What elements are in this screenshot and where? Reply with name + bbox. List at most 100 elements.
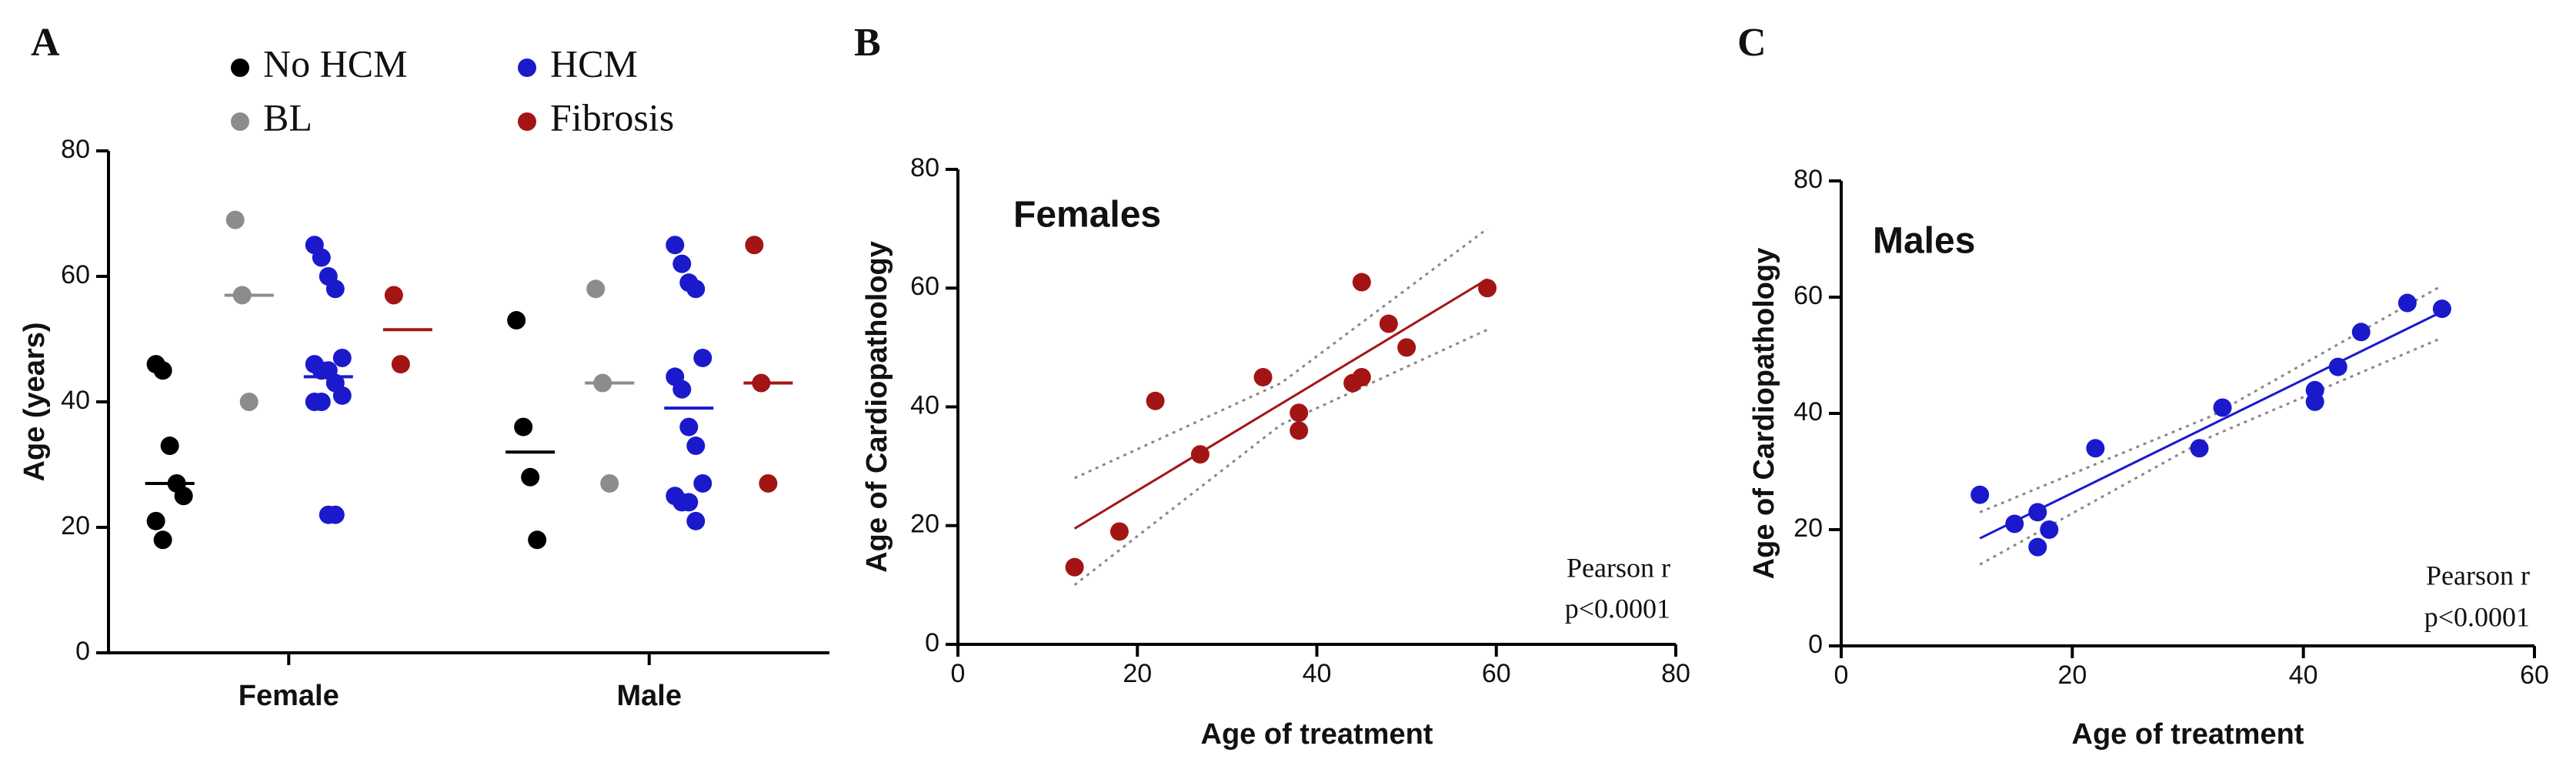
y-axis-label: Age of Cardiopathology <box>861 241 893 573</box>
panel-label: C <box>1737 21 1767 65</box>
annotation: Pearson r <box>2426 560 2530 590</box>
dot <box>2190 439 2209 458</box>
dot <box>153 530 172 550</box>
regression-line <box>1073 278 1488 530</box>
dot <box>528 530 547 550</box>
x-tick-label: 60 <box>1482 659 1511 688</box>
dot <box>1397 338 1416 357</box>
x-tick-label: 80 <box>1661 659 1690 688</box>
x-axis-label: Age of treatment <box>1201 718 1433 751</box>
x-tick-label: 20 <box>1123 659 1152 688</box>
y-axis-label: Age (years) <box>18 323 51 482</box>
legend-marker <box>231 112 249 131</box>
y-tick-label: 80 <box>910 153 939 182</box>
dot <box>600 473 619 493</box>
dot <box>745 236 764 255</box>
dot <box>686 279 706 299</box>
legend-marker <box>231 59 249 77</box>
y-tick-label: 0 <box>75 637 90 666</box>
dot <box>2028 537 2047 557</box>
dot <box>153 361 172 380</box>
dot <box>1478 279 1497 298</box>
y-tick-label: 20 <box>61 511 90 540</box>
dot <box>332 386 352 405</box>
dot <box>1379 314 1398 333</box>
dot <box>1253 367 1273 386</box>
dot <box>1190 445 1210 464</box>
y-tick-label: 0 <box>1808 630 1823 659</box>
dot <box>312 248 331 267</box>
dot <box>693 348 712 367</box>
y-tick-label: 60 <box>1794 281 1823 310</box>
x-tick-label: Female <box>239 680 339 712</box>
dot <box>2028 503 2047 522</box>
dot <box>2351 323 2371 342</box>
dot <box>2328 357 2347 376</box>
annotation: p<0.0001 <box>2424 601 2530 632</box>
dot <box>686 511 706 530</box>
legend-label: BL <box>263 95 312 139</box>
y-tick-label: 80 <box>1794 165 1823 194</box>
dot <box>160 436 179 456</box>
dot <box>2040 520 2059 539</box>
dot <box>759 473 778 493</box>
legend-marker <box>518 59 536 77</box>
regression-line <box>1979 310 2443 540</box>
dot <box>2005 514 2024 534</box>
dot <box>384 286 403 305</box>
dot <box>672 254 692 273</box>
confidence-band-upper <box>1073 227 1488 480</box>
dot <box>1970 485 1990 504</box>
dot <box>1109 522 1129 541</box>
legend-label: Fibrosis <box>550 95 674 139</box>
confidence-band-lower <box>1073 328 1488 587</box>
y-tick-label: 40 <box>910 390 939 420</box>
dot <box>672 380 692 399</box>
dot <box>1065 557 1084 577</box>
y-tick-label: 20 <box>910 510 939 539</box>
y-tick-label: 20 <box>1794 513 1823 543</box>
dot <box>391 355 410 374</box>
dot <box>2086 439 2105 458</box>
dot <box>586 279 606 299</box>
y-tick-label: 0 <box>925 628 939 657</box>
panel-label: B <box>854 21 881 65</box>
x-tick-label: 60 <box>2520 661 2549 690</box>
dot <box>1290 403 1309 423</box>
dot <box>521 467 540 487</box>
panel-label: A <box>31 21 60 65</box>
dot <box>514 417 533 436</box>
legend-marker <box>518 112 536 131</box>
legend-label: HCM <box>550 42 638 85</box>
dot <box>1352 367 1371 386</box>
y-axis-label: Age of Cardiopathology <box>1748 248 1780 580</box>
y-tick-label: 40 <box>61 386 90 415</box>
dot <box>2432 299 2451 319</box>
dot <box>693 473 712 493</box>
dot <box>312 393 331 411</box>
dot <box>686 436 706 456</box>
dot <box>679 493 699 512</box>
dot <box>239 393 259 411</box>
y-tick-label: 40 <box>1794 397 1823 426</box>
confidence-band-upper <box>1979 284 2443 513</box>
dot <box>2213 398 2232 417</box>
dot <box>325 505 345 524</box>
x-tick-label: 40 <box>1303 659 1332 688</box>
x-axis-label: Age of treatment <box>2072 718 2304 751</box>
y-tick-label: 60 <box>61 260 90 289</box>
x-tick-label: 0 <box>951 659 966 688</box>
x-tick-label: 20 <box>2057 661 2087 690</box>
dot <box>1146 391 1165 410</box>
y-tick-label: 80 <box>61 135 90 164</box>
dot <box>332 348 352 367</box>
legend-label: No HCM <box>263 42 408 85</box>
dot <box>325 279 345 299</box>
dot <box>174 487 193 506</box>
annotation: p<0.0001 <box>1565 593 1670 624</box>
dot <box>2397 293 2417 313</box>
y-tick-label: 60 <box>910 272 939 301</box>
dot <box>1352 273 1371 292</box>
dot <box>666 236 685 255</box>
